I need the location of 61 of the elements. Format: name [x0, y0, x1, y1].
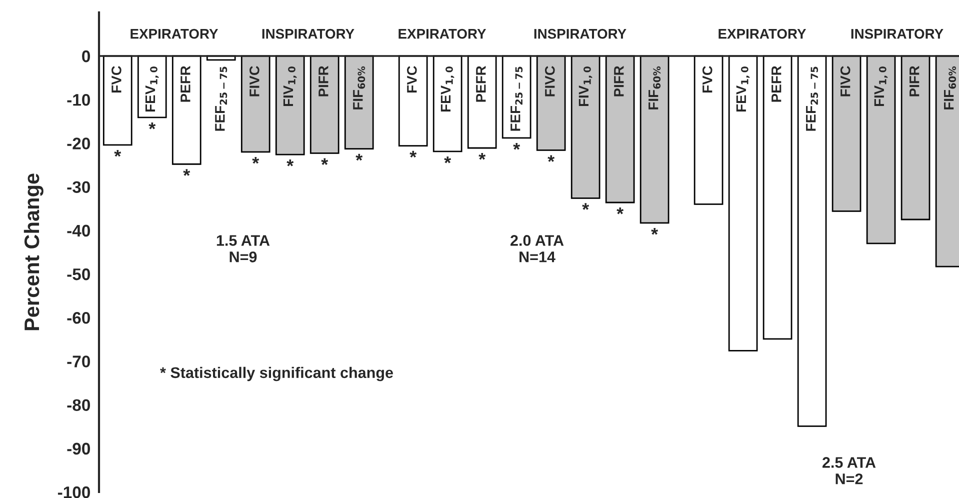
x-tick-label: FIV$_{1,0}$ — [874, 66, 888, 106]
annotation: 1.5 ATA N=9 — [216, 235, 270, 262]
x-tick-label: FIV$_{1,0}$ — [578, 66, 592, 106]
annotation: INSPIRATORY — [851, 28, 944, 39]
data-label: * — [114, 150, 122, 157]
annotation: INSPIRATORY — [534, 28, 626, 39]
data-label: * — [148, 122, 156, 130]
y-tick-label: 0 — [82, 50, 90, 62]
x-tick-label: FIVC — [840, 66, 850, 96]
data-label: * — [286, 160, 294, 166]
y-tick-label: -90 — [67, 442, 90, 455]
annotation: EXPIRATORY — [130, 28, 218, 39]
x-tick-label: FVC — [112, 66, 122, 92]
x-tick-label: FEV$_{1,0}$ — [736, 66, 750, 112]
x-tick-label: FIV$_{1,0}$ — [283, 66, 297, 106]
y-tick-label: -100 — [58, 486, 90, 498]
y-tick-label: -70 — [67, 356, 90, 368]
x-tick-label: FIF$_{60%}$ — [648, 66, 661, 110]
x-tick-label: PEFR — [772, 66, 782, 102]
x-tick-label: PIFR — [910, 66, 920, 96]
annotation: 2.5 ATA N=2 — [822, 457, 876, 484]
x-tick-label: PIFR — [614, 66, 624, 96]
data-label: * — [478, 153, 486, 160]
data-label: * — [651, 228, 658, 235]
y-tick-label: -50 — [67, 268, 90, 280]
data-label: * — [513, 142, 520, 150]
data-label: * — [356, 154, 363, 161]
data-label: * — [548, 155, 555, 162]
x-tick-label: PIFR — [318, 66, 328, 96]
y-tick-label: -10 — [67, 94, 90, 106]
y-tick-label: -40 — [67, 224, 90, 237]
data-label: * — [252, 156, 260, 164]
x-tick-label: PEFR — [476, 66, 486, 102]
x-tick-label: PEFR — [180, 66, 190, 102]
x-tick-label: FEF$_{25−75}$ — [806, 66, 818, 131]
x-tick-label: FIVC — [544, 66, 555, 96]
annotation: * Statistically significant change — [160, 366, 393, 382]
x-tick-label: FIVC — [250, 66, 260, 96]
data-label: * — [582, 203, 590, 210]
y-tick-label: -60 — [67, 312, 90, 324]
x-tick-label: FIF$_{60%}$ — [944, 66, 956, 110]
data-label: * — [616, 208, 624, 214]
y-tick-label: -80 — [67, 399, 90, 412]
data-label: * — [444, 156, 452, 164]
y-tick-label: -30 — [67, 181, 90, 194]
annotation: 2.0 ATA N=14 — [510, 235, 564, 262]
x-tick-label: FIF$_{60%}$ — [353, 66, 366, 110]
x-tick-label: FEV$_{1,0}$ — [145, 66, 159, 112]
x-tick-label: FVC — [406, 66, 417, 92]
x-tick-label: FVC — [702, 66, 712, 92]
data-label: * — [183, 169, 190, 176]
data-label: * — [321, 158, 328, 165]
x-tick-label: FEV$_{1,0}$ — [440, 66, 454, 112]
annotation: EXPIRATORY — [398, 28, 486, 39]
y-tick-label: -20 — [67, 138, 90, 150]
y-axis-title: Percent Change — [24, 174, 44, 330]
annotation: INSPIRATORY — [262, 28, 354, 39]
x-tick-label: FEF$_{25−75}$ — [215, 66, 228, 131]
annotation: EXPIRATORY — [718, 28, 806, 39]
x-tick-label: FEF$_{25−75}$ — [510, 66, 523, 131]
data-label: * — [410, 150, 417, 158]
